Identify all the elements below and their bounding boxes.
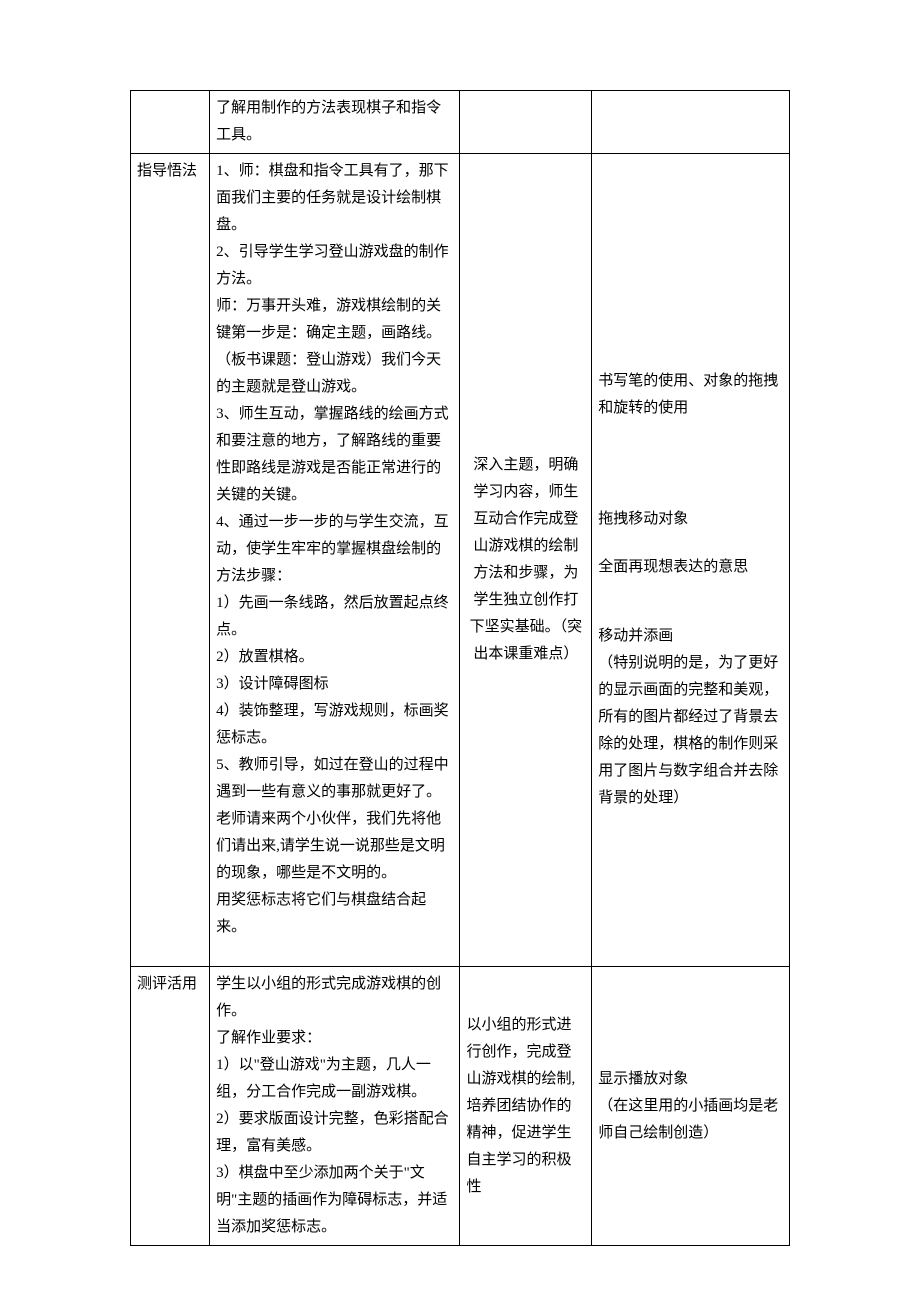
cell-intent: 以小组的形式进行创作，完成登山游戏棋的绘制,培养团结协作的精神，促进学生自主学习… (460, 967, 592, 1246)
cell-content: 学生以小组的形式完成游戏棋的创作。 了解作业要求： 1）以"登山游戏"为主题，几… (210, 967, 460, 1246)
note-block: 全面再现想表达的意思 (598, 554, 783, 581)
cell-phase: 指导悟法 (131, 154, 210, 967)
table-row: 了解用制作的方法表现棋子和指令工具。 (131, 91, 790, 154)
content-line: 2、引导学生学习登山游戏盘的制作方法。 (216, 239, 453, 293)
content-line: 师：万事开头难，游戏棋绘制的关键第一步是：确定主题，画路线。 (216, 293, 453, 347)
note-block: 拖拽移动对象 (598, 506, 783, 533)
content-line: 用奖惩标志将它们与棋盘结合起来。 (216, 887, 453, 941)
cell-note (592, 91, 790, 154)
content-line: 3）棋盘中至少添加两个关于"文明"主题的插画作为障碍标志，并适当添加奖惩标志。 (216, 1160, 453, 1241)
cell-phase (131, 91, 210, 154)
content-line: 4）装饰整理，写游戏规则，标画奖惩标志。 (216, 698, 453, 752)
content-line: 5、教师引导，如过在登山的过程中遇到一些有意义的事那就更好了。老师请来两个小伙伴… (216, 752, 453, 887)
cell-content: 1、师：棋盘和指令工具有了，那下面我们主要的任务就是设计绘制棋盘。 2、引导学生… (210, 154, 460, 967)
cell-intent: 深入主题，明确学习内容，师生互动合作完成登山游戏棋的绘制方法和步骤，为学生独立创… (460, 154, 592, 967)
content-line: 3、师生互动，掌握路线的绘画方式和要注意的地方，了解路线的重要性即路线是游戏是否… (216, 401, 453, 509)
content-line: （板书课题：登山游戏）我们今天的主题就是登山游戏。 (216, 347, 453, 401)
table-row: 测评活用 学生以小组的形式完成游戏棋的创作。 了解作业要求： 1）以"登山游戏"… (131, 967, 790, 1246)
content-line: 学生以小组的形式完成游戏棋的创作。 (216, 971, 453, 1025)
cell-content: 了解用制作的方法表现棋子和指令工具。 (210, 91, 460, 154)
content-line: 1）以"登山游戏"为主题，几人一组，分工合作完成一副游戏棋。 (216, 1052, 453, 1106)
content-line: 1、师：棋盘和指令工具有了，那下面我们主要的任务就是设计绘制棋盘。 (216, 158, 453, 239)
note-block: 移动并添画 （特别说明的是，为了更好的显示画面的完整和美观，所有的图片都经过了背… (598, 623, 783, 812)
content-line: 1）先画一条线路，然后放置起点终点。 (216, 590, 453, 644)
lesson-plan-table: 了解用制作的方法表现棋子和指令工具。 指导悟法 1、师：棋盘和指令工具有了，那下… (130, 90, 790, 1246)
cell-phase: 测评活用 (131, 967, 210, 1246)
note-block: 书写笔的使用、对象的拖拽和旋转的使用 (598, 368, 783, 422)
cell-intent (460, 91, 592, 154)
content-line: 4、通过一步一步的与学生交流，互动，使学生牢牢的掌握棋盘绘制的方法步骤： (216, 509, 453, 590)
content-line: 3）设计障碍图标 (216, 671, 453, 698)
content-line: 2）放置棋格。 (216, 644, 453, 671)
content-line: 2）要求版面设计完整，色彩搭配合理，富有美感。 (216, 1106, 453, 1160)
table-row: 指导悟法 1、师：棋盘和指令工具有了，那下面我们主要的任务就是设计绘制棋盘。 2… (131, 154, 790, 967)
content-line: 了解作业要求： (216, 1025, 453, 1052)
cell-note: 显示播放对象 （在这里用的小插画均是老师自己绘制创造） (592, 967, 790, 1246)
cell-note: 书写笔的使用、对象的拖拽和旋转的使用 拖拽移动对象 全面再现想表达的意思 移动并… (592, 154, 790, 967)
